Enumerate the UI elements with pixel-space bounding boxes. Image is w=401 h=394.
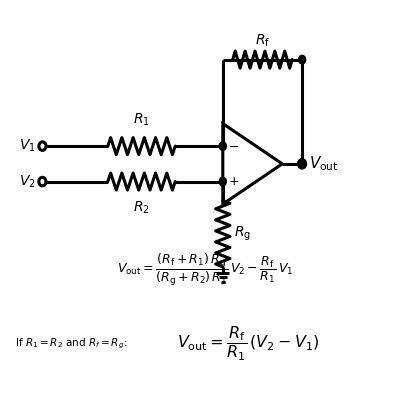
Circle shape	[298, 56, 305, 64]
Text: $V_{\mathrm{out}}$: $V_{\mathrm{out}}$	[308, 154, 338, 173]
Circle shape	[219, 177, 226, 186]
Text: $V_2$: $V_2$	[18, 173, 35, 190]
Circle shape	[298, 160, 305, 168]
Text: $V_1$: $V_1$	[18, 138, 35, 154]
Text: $R_{\mathrm{f}}$: $R_{\mathrm{f}}$	[254, 33, 269, 49]
Text: $R_2$: $R_2$	[133, 199, 150, 216]
Text: $+$: $+$	[227, 175, 238, 188]
Text: $R_1$: $R_1$	[133, 112, 150, 128]
Text: If $R_1 = R_2$ and $R_f = R_g$:: If $R_1 = R_2$ and $R_f = R_g$:	[14, 336, 127, 351]
Text: $R_{\mathrm{g}}$: $R_{\mathrm{g}}$	[233, 225, 250, 243]
Text: $V_{\mathrm{out}} = \dfrac{R_{\mathrm{f}}}{R_1}\,(V_2 - V_1)$: $V_{\mathrm{out}} = \dfrac{R_{\mathrm{f}…	[177, 325, 319, 363]
Circle shape	[219, 142, 226, 151]
Text: $-$: $-$	[227, 139, 238, 152]
Text: $V_{\mathrm{out}} = \dfrac{(R_{\mathrm{f}}+R_1)\,R_{\mathrm{g}}}{(R_{\mathrm{g}}: $V_{\mathrm{out}} = \dfrac{(R_{\mathrm{f…	[116, 253, 292, 288]
